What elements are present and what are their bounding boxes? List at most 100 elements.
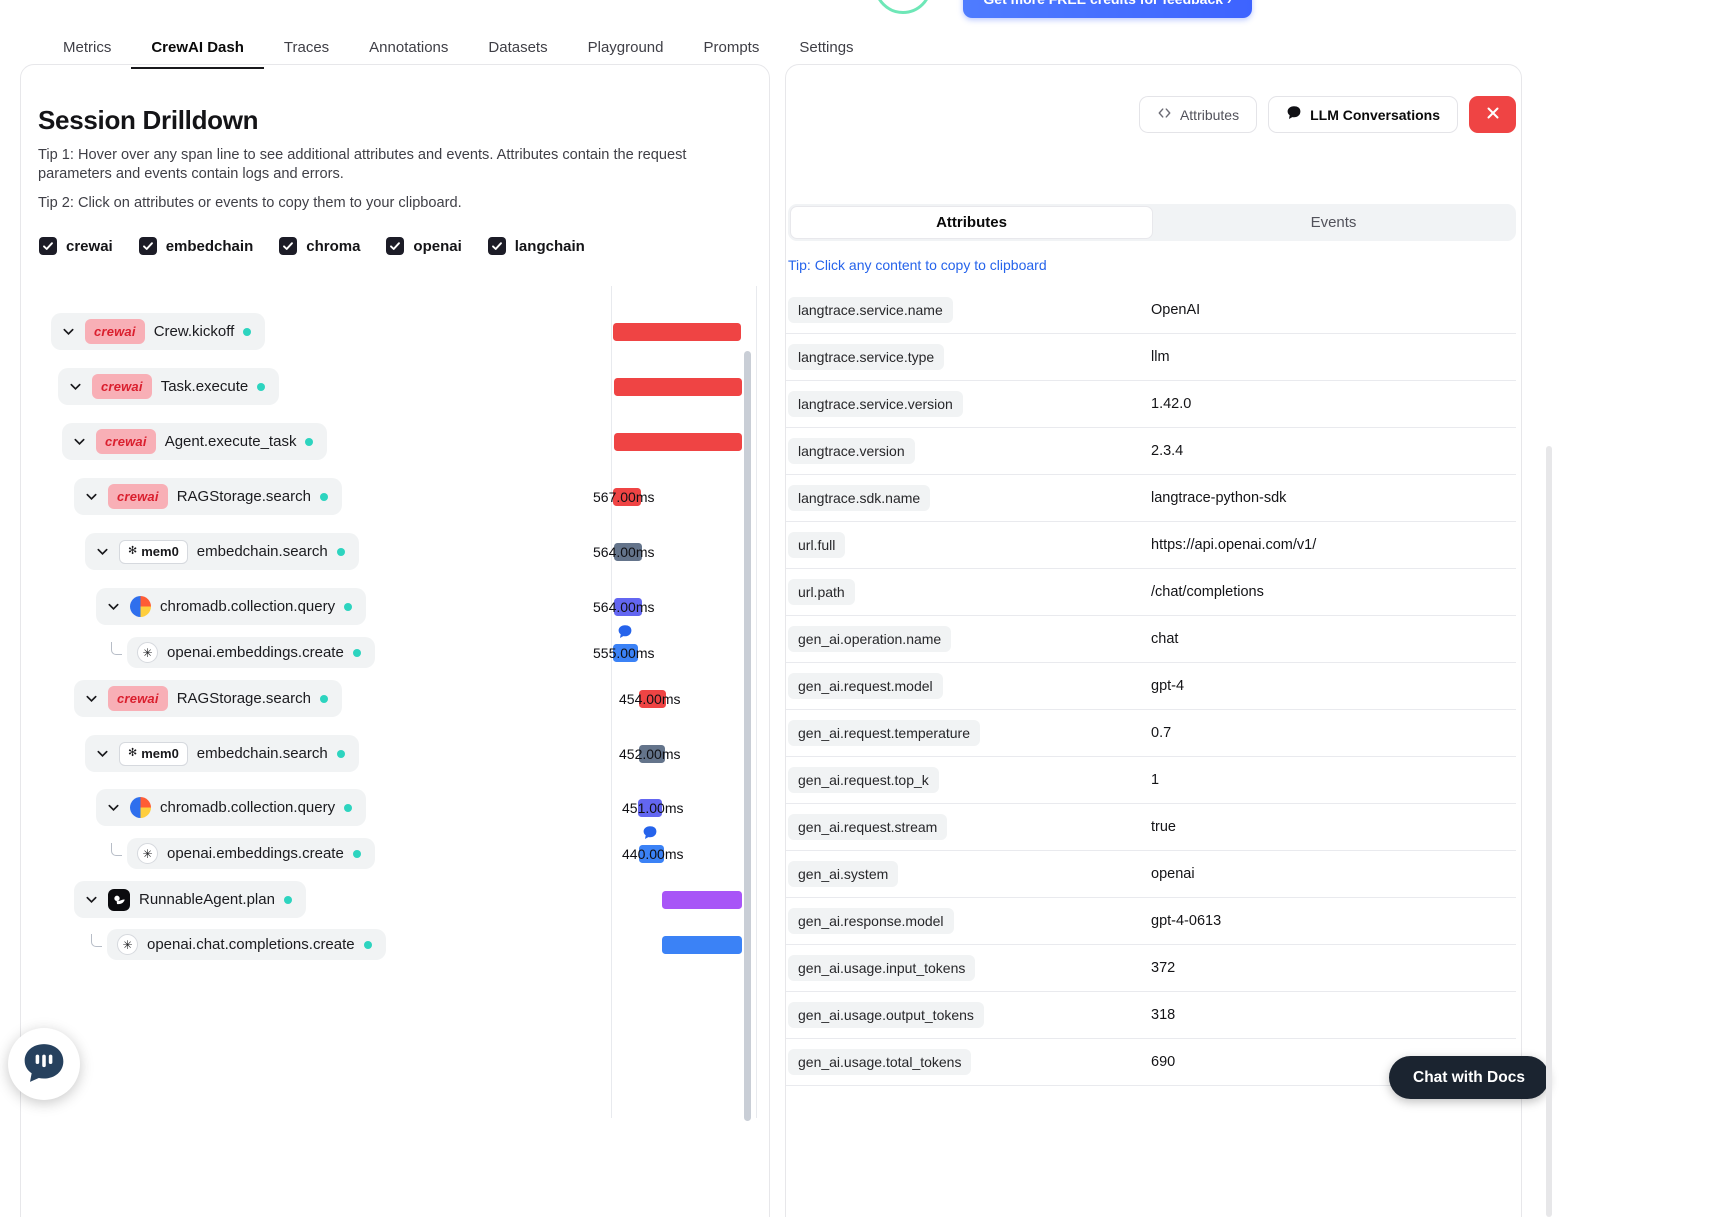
span-label[interactable]: ✻ mem0 embedchain.search: [85, 533, 359, 570]
checkbox-checked-icon[interactable]: [39, 237, 57, 255]
attr-key[interactable]: langtrace.service.type: [788, 344, 945, 370]
span-row[interactable]: crewai RAGStorage.search 567.00ms: [21, 478, 769, 516]
checkbox-checked-icon[interactable]: [138, 237, 157, 255]
span-row[interactable]: crewai Task.execute: [21, 368, 769, 406]
attr-key[interactable]: gen_ai.operation.name: [788, 626, 952, 652]
credits-button[interactable]: Get more FREE credits for feedback ›: [963, 0, 1252, 18]
span-bar[interactable]: [639, 690, 666, 708]
attr-value[interactable]: 372: [1151, 960, 1176, 976]
attr-key[interactable]: langtrace.service.version: [788, 391, 963, 417]
tab-datasets[interactable]: Datasets: [488, 39, 548, 56]
tab-annotations[interactable]: Annotations: [369, 39, 449, 56]
span-label[interactable]: ✳ openai.embeddings.create: [127, 838, 375, 869]
attr-key[interactable]: url.full: [788, 532, 846, 558]
attr-key[interactable]: gen_ai.system: [788, 861, 899, 887]
tab-traces[interactable]: Traces: [283, 39, 330, 56]
attr-value[interactable]: /chat/completions: [1151, 584, 1264, 600]
attr-key[interactable]: langtrace.version: [788, 438, 915, 464]
attr-key[interactable]: langtrace.service.name: [788, 297, 953, 323]
span-label[interactable]: crewai Crew.kickoff: [51, 313, 266, 350]
span-row[interactable]: chromadb.collection.query 564.00ms: [21, 588, 769, 626]
attr-value[interactable]: 1: [1151, 772, 1160, 788]
tab-attributes[interactable]: Attributes: [790, 206, 1153, 239]
span-row[interactable]: chromadb.collection.query 451.00ms: [21, 789, 769, 827]
chevron-down-icon[interactable]: [61, 324, 76, 339]
span-bar[interactable]: [614, 598, 642, 616]
span-bar[interactable]: [662, 936, 742, 954]
span-bar[interactable]: [613, 644, 638, 662]
span-label[interactable]: crewai Agent.execute_task: [62, 423, 328, 460]
attr-key[interactable]: gen_ai.usage.output_tokens: [788, 1002, 984, 1028]
chevron-down-icon[interactable]: [106, 800, 121, 815]
tab-crewai-dash[interactable]: CrewAI Dash: [131, 27, 264, 69]
attr-value[interactable]: 1.42.0: [1151, 396, 1192, 412]
chevron-down-icon[interactable]: [72, 434, 87, 449]
span-bar[interactable]: [613, 323, 741, 341]
attr-key[interactable]: gen_ai.request.stream: [788, 814, 948, 840]
filter-langchain[interactable]: langchain: [487, 237, 585, 255]
attr-value[interactable]: langtrace-python-sdk: [1151, 490, 1287, 506]
checkbox-checked-icon[interactable]: [487, 237, 506, 255]
attr-value[interactable]: gpt-4-0613: [1151, 913, 1222, 929]
attr-value[interactable]: OpenAI: [1151, 302, 1201, 318]
span-label[interactable]: ✳ openai.chat.completions.create: [107, 929, 386, 960]
span-label[interactable]: crewai Task.execute: [58, 368, 280, 405]
attr-value[interactable]: llm: [1151, 349, 1170, 365]
chevron-down-icon[interactable]: [106, 599, 121, 614]
attributes-code-button[interactable]: Attributes: [1138, 96, 1258, 133]
filter-embedchain[interactable]: embedchain: [138, 237, 253, 255]
span-row[interactable]: RunnableAgent.plan: [21, 881, 769, 919]
close-button[interactable]: [1469, 96, 1516, 133]
chevron-down-icon[interactable]: [84, 892, 99, 907]
attr-key[interactable]: gen_ai.response.model: [788, 908, 954, 934]
page-scrollbar[interactable]: [1546, 446, 1552, 1217]
span-bar[interactable]: [614, 433, 742, 451]
span-label[interactable]: crewai RAGStorage.search: [74, 478, 342, 515]
attr-value[interactable]: 2.3.4: [1151, 443, 1184, 459]
chevron-down-icon[interactable]: [68, 379, 83, 394]
attr-key[interactable]: langtrace.sdk.name: [788, 485, 931, 511]
span-label[interactable]: chromadb.collection.query: [96, 588, 367, 625]
attr-value[interactable]: openai: [1151, 866, 1195, 882]
llm-conversations-button[interactable]: LLM Conversations: [1268, 96, 1458, 133]
tree-scrollbar[interactable]: [744, 351, 751, 1121]
chat-launcher-button[interactable]: [8, 1028, 80, 1100]
llm-chat-bubble-icon[interactable]: [642, 825, 658, 846]
span-row[interactable]: ✳ openai.chat.completions.create: [21, 929, 769, 967]
tab-playground[interactable]: Playground: [587, 39, 664, 56]
span-label[interactable]: ✳ openai.embeddings.create: [127, 637, 375, 668]
attr-value[interactable]: https://api.openai.com/v1/: [1151, 537, 1317, 553]
span-row[interactable]: ✳ openai.embeddings.create 440.00ms: [21, 826, 769, 876]
span-bar[interactable]: [638, 799, 662, 817]
attr-value[interactable]: 690: [1151, 1054, 1176, 1070]
attr-value[interactable]: true: [1151, 819, 1176, 835]
span-bar[interactable]: [662, 891, 742, 909]
chevron-down-icon[interactable]: [95, 746, 110, 761]
span-row[interactable]: crewai Crew.kickoff: [21, 313, 769, 351]
attr-key[interactable]: url.path: [788, 579, 855, 605]
attr-key[interactable]: gen_ai.request.top_k: [788, 767, 939, 793]
chevron-down-icon[interactable]: [84, 489, 99, 504]
attr-key[interactable]: gen_ai.request.temperature: [788, 720, 980, 746]
filter-openai[interactable]: openai: [386, 237, 462, 255]
chevron-down-icon[interactable]: [95, 544, 110, 559]
chevron-down-icon[interactable]: [84, 691, 99, 706]
span-bar[interactable]: [614, 543, 642, 561]
tab-settings[interactable]: Settings: [799, 39, 854, 56]
span-label[interactable]: crewai RAGStorage.search: [74, 680, 342, 717]
span-label[interactable]: ✻ mem0 embedchain.search: [85, 735, 359, 772]
attr-value[interactable]: 0.7: [1151, 725, 1172, 741]
span-label[interactable]: RunnableAgent.plan: [74, 881, 306, 918]
tab-events[interactable]: Events: [1310, 214, 1357, 231]
checkbox-checked-icon[interactable]: [386, 237, 405, 255]
span-row[interactable]: ✻ mem0 embedchain.search 452.00ms: [21, 735, 769, 773]
chat-with-docs-button[interactable]: Chat with Docs: [1389, 1056, 1549, 1099]
span-bar[interactable]: [613, 488, 641, 506]
attr-value[interactable]: 318: [1151, 1007, 1176, 1023]
attr-value[interactable]: chat: [1151, 631, 1179, 647]
avatar[interactable]: [874, 0, 932, 14]
span-bar[interactable]: [639, 745, 665, 763]
span-row[interactable]: crewai RAGStorage.search 454.00ms: [21, 680, 769, 718]
attr-key[interactable]: gen_ai.usage.total_tokens: [788, 1049, 972, 1075]
span-bar[interactable]: [639, 845, 664, 863]
